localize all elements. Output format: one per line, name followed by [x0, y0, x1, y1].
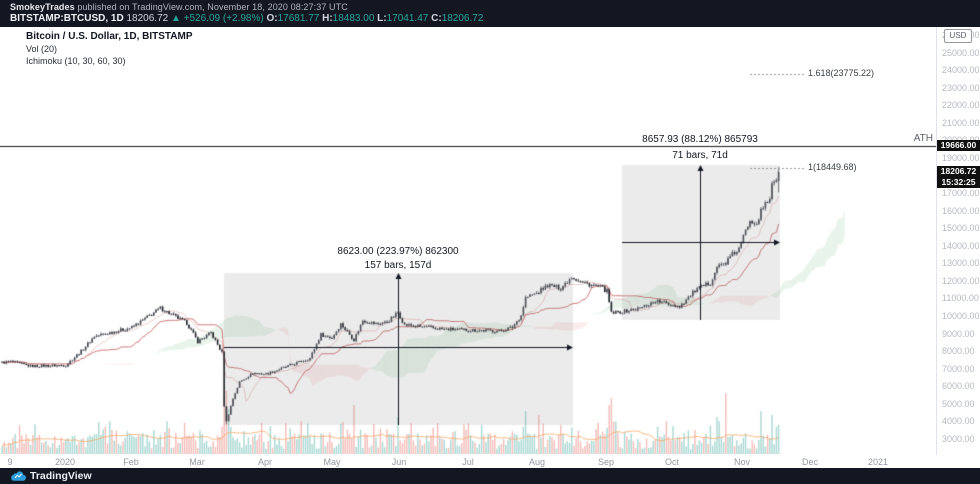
price-tick-label: 22000.00: [942, 100, 980, 111]
publish-line: SmokeyTrades published on TradingView.co…: [10, 2, 348, 12]
price-tick-label: 3000.00: [942, 434, 975, 444]
open-value: 17681.77: [277, 13, 320, 24]
price-tick-label: 14000.00: [942, 240, 980, 251]
low-label: L:: [377, 13, 387, 24]
footer-bar: TradingView: [0, 468, 980, 484]
symbol-label: BITSTAMP:BTCUSD, 1D: [10, 13, 124, 24]
price-tick-label: 8000.00: [942, 346, 975, 357]
price-tick-label: 23000.00: [942, 82, 980, 93]
time-tick-label[interactable]: Feb: [123, 457, 139, 467]
price-tick-label: 25000.00: [942, 47, 980, 58]
measure1-bars[interactable]: 157 bars, 157d: [364, 260, 432, 271]
footer-brand[interactable]: TradingView: [30, 470, 92, 482]
price-tick-label: 12000.00: [942, 275, 980, 286]
time-tick-label[interactable]: Jul: [462, 457, 474, 467]
measure2-bars[interactable]: 71 bars, 71d: [672, 150, 728, 161]
time-tick-label[interactable]: Apr: [257, 457, 273, 467]
time-tick-label[interactable]: 2020: [54, 457, 76, 467]
price-change: ▲ +526.09 (+2.98%): [170, 13, 264, 24]
price-tick-label: 19000.00: [942, 152, 980, 163]
time-axis[interactable]: 9 2020 Feb Mar Apr May Jun Jul Aug Sep Oct Nov Dec 20…: [0, 454, 936, 468]
ath-price-badge: 19666.00: [937, 140, 980, 151]
price-tick-label: 11000.00: [942, 293, 979, 304]
measure2-value[interactable]: 8657.93 (88.12%) 865793: [642, 134, 758, 145]
top-banner: SmokeyTrades published on TradingView.co…: [0, 0, 980, 27]
time-tick-label[interactable]: 2021: [867, 457, 889, 467]
currency-toggle-button[interactable]: USD: [944, 29, 972, 43]
time-tick-label[interactable]: 9: [7, 457, 13, 467]
chart-legend[interactable]: Bitcoin / U.S. Dollar, 1D, BITSTAMP Vol …: [26, 31, 193, 67]
countdown-badge: 15:32:25: [937, 177, 980, 188]
fib-1618-label[interactable]: 1.618(23775.22): [808, 68, 875, 78]
price-tick-label: 15000.00: [942, 223, 980, 234]
measure1-value[interactable]: 8623.00 (223.97%) 862300: [337, 246, 459, 257]
price-tick-label: 24000.00: [942, 65, 980, 76]
price-tick-label: 16000.00: [942, 205, 980, 216]
legend-title[interactable]: Bitcoin / U.S. Dollar, 1D, BITSTAMP: [26, 31, 193, 42]
price-tick-label: 6000.00: [942, 381, 975, 392]
close-label: C:: [431, 13, 442, 24]
price-tick-label: 17000.00: [942, 188, 980, 199]
time-tick-label[interactable]: Aug: [528, 457, 546, 467]
time-tick-label[interactable]: May: [323, 457, 341, 467]
ath-label[interactable]: ATH: [913, 133, 933, 144]
chart-canvas[interactable]: [0, 27, 980, 468]
close-value: 18206.72: [441, 13, 484, 24]
fib-1-label[interactable]: 1(18449.68): [808, 162, 857, 172]
price-tick-label: 7000.00: [942, 363, 975, 374]
high-label: H:: [322, 13, 333, 24]
time-tick-label[interactable]: Oct: [664, 457, 680, 467]
price-tick-label: 10000.00: [942, 311, 980, 322]
publish-text: published on TradingView.com, November 1…: [74, 2, 348, 12]
price-tick-label: 13000.00: [942, 258, 980, 269]
high-value: 18483.00: [332, 13, 375, 24]
price-axis[interactable]: 26000.0025000.0024000.0023000.0022000.00…: [936, 27, 980, 455]
last-price-badge: 18206.72: [937, 166, 980, 177]
tradingview-logo-icon[interactable]: [10, 470, 27, 482]
time-tick-label[interactable]: Dec: [801, 457, 819, 467]
time-tick-label[interactable]: Jun: [391, 457, 407, 467]
price-tick-label: 9000.00: [942, 328, 975, 339]
chart-pane: Bitcoin / U.S. Dollar, 1D, BITSTAMP Vol …: [0, 27, 980, 468]
low-value: 17041.47: [386, 13, 429, 24]
price-tick-label: 5000.00: [942, 398, 975, 409]
price-tick-label: 4000.00: [942, 416, 975, 427]
open-label: O:: [266, 13, 278, 24]
symbol-line: BITSTAMP:BTCUSD, 1D 18206.72 ▲ +526.09 (…: [10, 13, 483, 24]
price-tick-label: 21000.00: [942, 117, 980, 128]
time-tick-label[interactable]: Nov: [733, 457, 751, 467]
legend-ichimoku[interactable]: Ichimoku (10, 30, 60, 30): [26, 56, 126, 66]
time-tick-label[interactable]: Sep: [597, 457, 615, 467]
time-tick-label[interactable]: Mar: [189, 457, 205, 467]
author-name: SmokeyTrades: [10, 2, 75, 12]
legend-volume[interactable]: Vol (20): [26, 44, 58, 54]
last-price: 18206.72: [126, 13, 169, 24]
